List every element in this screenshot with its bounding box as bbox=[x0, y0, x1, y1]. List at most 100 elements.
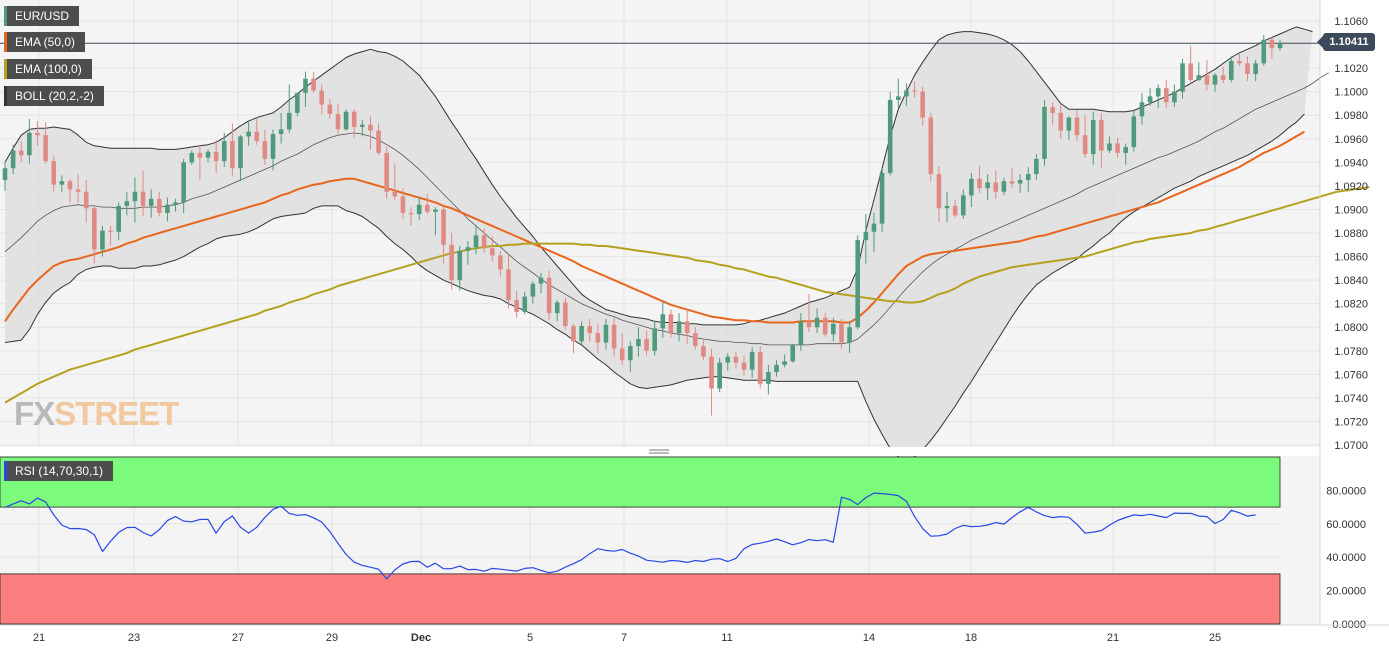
candle-body-107 bbox=[871, 223, 877, 232]
candle-78 bbox=[636, 327, 641, 357]
candle-body-59 bbox=[481, 235, 487, 249]
candle-body-61 bbox=[498, 255, 503, 270]
candle-57 bbox=[465, 241, 471, 265]
candle-body-154 bbox=[1253, 63, 1258, 74]
price-tick-label-13: 1.0780 bbox=[1334, 346, 1368, 358]
candle-body-35 bbox=[286, 112, 292, 130]
candle-body-76 bbox=[619, 348, 625, 361]
candle-85 bbox=[692, 327, 698, 350]
candle-118 bbox=[960, 189, 966, 219]
candle-5 bbox=[43, 122, 48, 164]
candle-body-56 bbox=[457, 250, 463, 281]
bollinger-band-fill bbox=[5, 26, 1313, 460]
candle-42 bbox=[343, 109, 349, 131]
candle-body-30 bbox=[246, 131, 251, 137]
candle-body-116 bbox=[944, 205, 950, 209]
candle-body-138 bbox=[1123, 147, 1129, 153]
candle-body-136 bbox=[1107, 143, 1112, 151]
candle-82 bbox=[668, 309, 674, 338]
candle-46 bbox=[376, 123, 381, 156]
candle-body-42 bbox=[343, 111, 349, 130]
fxstreet-watermark-logo: FXSTREET bbox=[14, 395, 179, 433]
candle-147 bbox=[1196, 62, 1202, 82]
candle-body-24 bbox=[197, 152, 203, 158]
candle-28 bbox=[230, 123, 235, 177]
candle-70 bbox=[571, 323, 576, 354]
candle-body-125 bbox=[1017, 180, 1023, 184]
candle-56 bbox=[457, 245, 463, 291]
candle-2 bbox=[18, 141, 24, 163]
candle-body-3 bbox=[27, 132, 32, 156]
x-tick-label-5: 5 bbox=[527, 632, 533, 644]
candle-97 bbox=[790, 343, 796, 363]
candle-103 bbox=[839, 318, 844, 349]
legend-boll[interactable]: BOLL (20,2,-2) bbox=[4, 86, 104, 106]
indicator-line-layer bbox=[0, 26, 1370, 460]
legend-ema50[interactable]: EMA (50,0) bbox=[4, 32, 86, 52]
candle-12 bbox=[100, 225, 105, 257]
candle-body-106 bbox=[863, 231, 869, 241]
candle-body-77 bbox=[628, 346, 633, 361]
candle-144 bbox=[1172, 84, 1177, 107]
candle-63 bbox=[514, 290, 519, 318]
candle-120 bbox=[977, 165, 982, 193]
candle-45 bbox=[368, 116, 373, 150]
candle-40 bbox=[327, 98, 333, 119]
candle-body-34 bbox=[278, 129, 284, 135]
candle-body-109 bbox=[887, 99, 893, 173]
candle-body-97 bbox=[790, 344, 796, 362]
candle-139 bbox=[1131, 109, 1137, 152]
candle-100 bbox=[814, 308, 820, 334]
candle-body-131 bbox=[1066, 117, 1072, 131]
candle-86 bbox=[701, 340, 706, 361]
panel-separator bbox=[0, 447, 1320, 456]
rsi-tick-label-3: 20.0000 bbox=[1326, 586, 1366, 598]
candle-body-140 bbox=[1139, 102, 1145, 117]
candle-body-74 bbox=[603, 324, 609, 343]
candle-106 bbox=[863, 214, 869, 264]
candle-body-91 bbox=[741, 362, 747, 370]
candle-body-155 bbox=[1261, 39, 1267, 64]
candle-66 bbox=[538, 273, 544, 294]
candle-127 bbox=[1034, 154, 1039, 180]
candle-body-149 bbox=[1212, 75, 1218, 85]
candle-body-86 bbox=[701, 346, 706, 357]
legend-ema100[interactable]: EMA (100,0) bbox=[4, 59, 92, 79]
candle-body-117 bbox=[952, 205, 958, 216]
candle-18 bbox=[148, 189, 154, 218]
candle-body-94 bbox=[766, 371, 771, 384]
candle-body-104 bbox=[847, 327, 852, 343]
candle-body-4 bbox=[35, 132, 40, 136]
candle-body-36 bbox=[295, 92, 300, 113]
candle-body-108 bbox=[879, 172, 885, 224]
candle-101 bbox=[822, 313, 828, 337]
legend-symbol[interactable]: EUR/USD bbox=[4, 6, 80, 26]
candle-body-144 bbox=[1172, 91, 1177, 103]
candle-body-110 bbox=[896, 96, 901, 100]
candle-body-54 bbox=[441, 209, 446, 245]
candle-body-126 bbox=[1025, 174, 1031, 180]
candle-body-41 bbox=[335, 114, 341, 130]
candle-body-133 bbox=[1082, 135, 1088, 155]
candle-21 bbox=[173, 198, 178, 212]
candle-body-84 bbox=[684, 321, 690, 334]
candle-36 bbox=[295, 92, 300, 117]
candle-15 bbox=[124, 191, 130, 216]
price-tick-label-6: 1.0920 bbox=[1334, 181, 1368, 193]
candle-body-83 bbox=[676, 321, 682, 334]
candle-71 bbox=[579, 321, 584, 347]
price-tick-label-11: 1.0820 bbox=[1334, 299, 1368, 311]
candle-10 bbox=[83, 180, 89, 223]
rsi-tick-label-1: 60.0000 bbox=[1326, 519, 1366, 531]
rsi-tick-label-2: 40.0000 bbox=[1326, 552, 1366, 564]
legend-symbol-label: EUR/USD bbox=[15, 9, 70, 23]
candle-body-51 bbox=[416, 204, 422, 215]
candle-body-135 bbox=[1099, 119, 1104, 151]
legend-rsi[interactable]: RSI (14,70,30,1) bbox=[4, 461, 114, 481]
candle-body-40 bbox=[327, 104, 333, 115]
bollinger-middle-line bbox=[4, 72, 1329, 346]
price-tick-label-1: 1.1020 bbox=[1334, 63, 1368, 75]
candle-body-0 bbox=[2, 168, 8, 180]
